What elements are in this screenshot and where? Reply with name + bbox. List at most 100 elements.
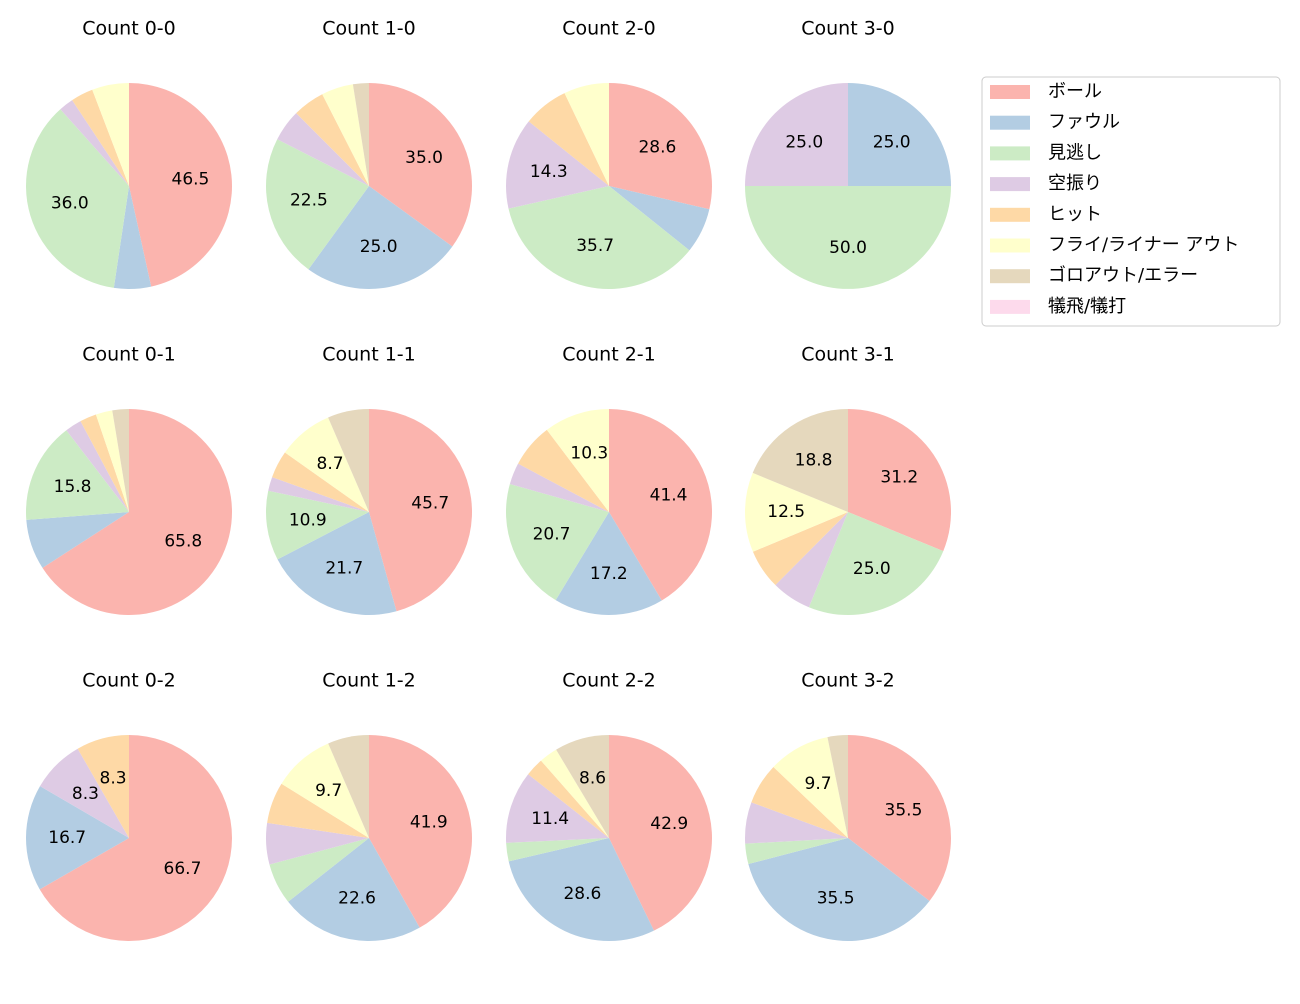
- pie-slice: [95, 410, 129, 512]
- pie-slice: [540, 749, 609, 838]
- legend-label: フライ/ライナー アウト: [1048, 235, 1239, 256]
- value-label: 41.4: [650, 486, 688, 506]
- pie-slice: [808, 512, 944, 616]
- value-label: 25.0: [360, 237, 398, 257]
- value-label: 22.5: [290, 190, 328, 210]
- pie-slice: [80, 414, 129, 512]
- pie-slice: [60, 100, 129, 186]
- pie-slice: [752, 409, 848, 512]
- chart-title: Count 1-1: [322, 344, 416, 366]
- pie-slice: [277, 512, 397, 615]
- pie-slice: [369, 83, 472, 247]
- pie-slice: [609, 735, 713, 931]
- pie-slice: [281, 743, 369, 838]
- value-label: 9.7: [805, 774, 832, 794]
- pie-slice: [284, 417, 369, 512]
- pie-slice: [528, 760, 609, 838]
- pie-slice: [745, 472, 848, 552]
- pie-slice: [751, 766, 848, 838]
- pie-slice: [848, 735, 951, 901]
- chart-title: Count 2-2: [562, 670, 656, 692]
- value-label: 31.2: [880, 468, 918, 488]
- pie-slice: [288, 838, 420, 941]
- value-label: 14.3: [530, 162, 568, 182]
- legend-swatch: [990, 115, 1030, 130]
- pie-slice: [745, 838, 848, 865]
- value-label: 35.5: [817, 889, 855, 909]
- pie-slice: [848, 83, 951, 186]
- pie-slice: [848, 409, 951, 552]
- pie-slice: [129, 83, 233, 287]
- pie-slice: [266, 490, 369, 560]
- pie-slice: [266, 822, 369, 865]
- pie-slice: [506, 121, 609, 209]
- value-label: 18.8: [795, 451, 833, 471]
- pie-slice: [92, 83, 129, 186]
- pie-slice: [40, 748, 130, 838]
- value-label: 11.4: [531, 809, 569, 829]
- chart-title: Count 3-2: [801, 670, 895, 692]
- value-label: 28.6: [563, 884, 601, 904]
- value-label: 50.0: [829, 238, 867, 258]
- chart-title: Count 2-0: [562, 18, 656, 40]
- pie-slice: [66, 421, 129, 512]
- value-label: 25.0: [785, 132, 823, 152]
- value-label: 8.3: [100, 768, 127, 788]
- pie-slice: [308, 186, 453, 289]
- pie-slice: [827, 735, 848, 838]
- legend-label: 犠飛/犠打: [1048, 296, 1126, 317]
- pie-slice: [296, 94, 369, 186]
- value-label: 10.9: [289, 510, 327, 530]
- pie-slice: [528, 93, 609, 186]
- legend-box: [981, 76, 1281, 327]
- legend-label: 見逃し: [1048, 142, 1102, 163]
- value-label: 35.5: [885, 801, 923, 821]
- chart-title: Count 1-0: [322, 18, 416, 40]
- pie-slice: [508, 186, 690, 290]
- value-label: 65.8: [164, 532, 202, 552]
- legend-label: ゴロアウト/エラー: [1048, 265, 1198, 286]
- chart-title: Count 0-2: [82, 670, 176, 692]
- pie-slice: [328, 409, 369, 512]
- chart-title: Count 1-2: [322, 670, 416, 692]
- value-label: 45.7: [411, 494, 449, 514]
- pie-slice: [506, 484, 609, 601]
- chart-title: Count 2-1: [562, 344, 656, 366]
- pie-slice: [609, 409, 712, 601]
- value-label: 17.2: [590, 564, 628, 584]
- pie-slice: [322, 84, 369, 186]
- value-label: 41.9: [410, 812, 448, 832]
- chart-title: Count 3-1: [801, 344, 895, 366]
- pie-slice: [26, 786, 130, 890]
- value-label: 15.8: [54, 477, 92, 497]
- pie-slice: [556, 735, 609, 838]
- value-label: 12.5: [767, 502, 805, 522]
- pie-slice: [25, 430, 129, 520]
- pie-slice: [745, 83, 848, 186]
- pie-slice: [506, 838, 609, 862]
- pie-slice: [269, 838, 369, 902]
- pie-slice: [26, 109, 130, 288]
- value-label: 21.7: [325, 559, 363, 579]
- pie-slice: [609, 83, 713, 210]
- pie-slice: [508, 838, 654, 941]
- pie-slice: [272, 452, 369, 512]
- pie-slice: [518, 429, 609, 512]
- pie-slice: [745, 186, 951, 289]
- value-label: 25.0: [853, 559, 891, 579]
- pie-slice: [564, 83, 609, 186]
- value-label: 8.7: [317, 454, 344, 474]
- pie-slice: [42, 409, 232, 615]
- pie-slice: [775, 512, 848, 608]
- pie-slice: [77, 735, 129, 838]
- legend-label: ボール: [1048, 81, 1102, 102]
- legend-label: 空振り: [1048, 173, 1102, 194]
- pie-slice: [72, 89, 129, 186]
- legend-swatch: [990, 177, 1030, 192]
- value-label: 9.7: [315, 781, 342, 801]
- chart-title: Count 0-0: [82, 18, 176, 40]
- pie-slice: [369, 409, 472, 612]
- legend-swatch: [990, 207, 1030, 222]
- legend-swatch: [990, 299, 1030, 314]
